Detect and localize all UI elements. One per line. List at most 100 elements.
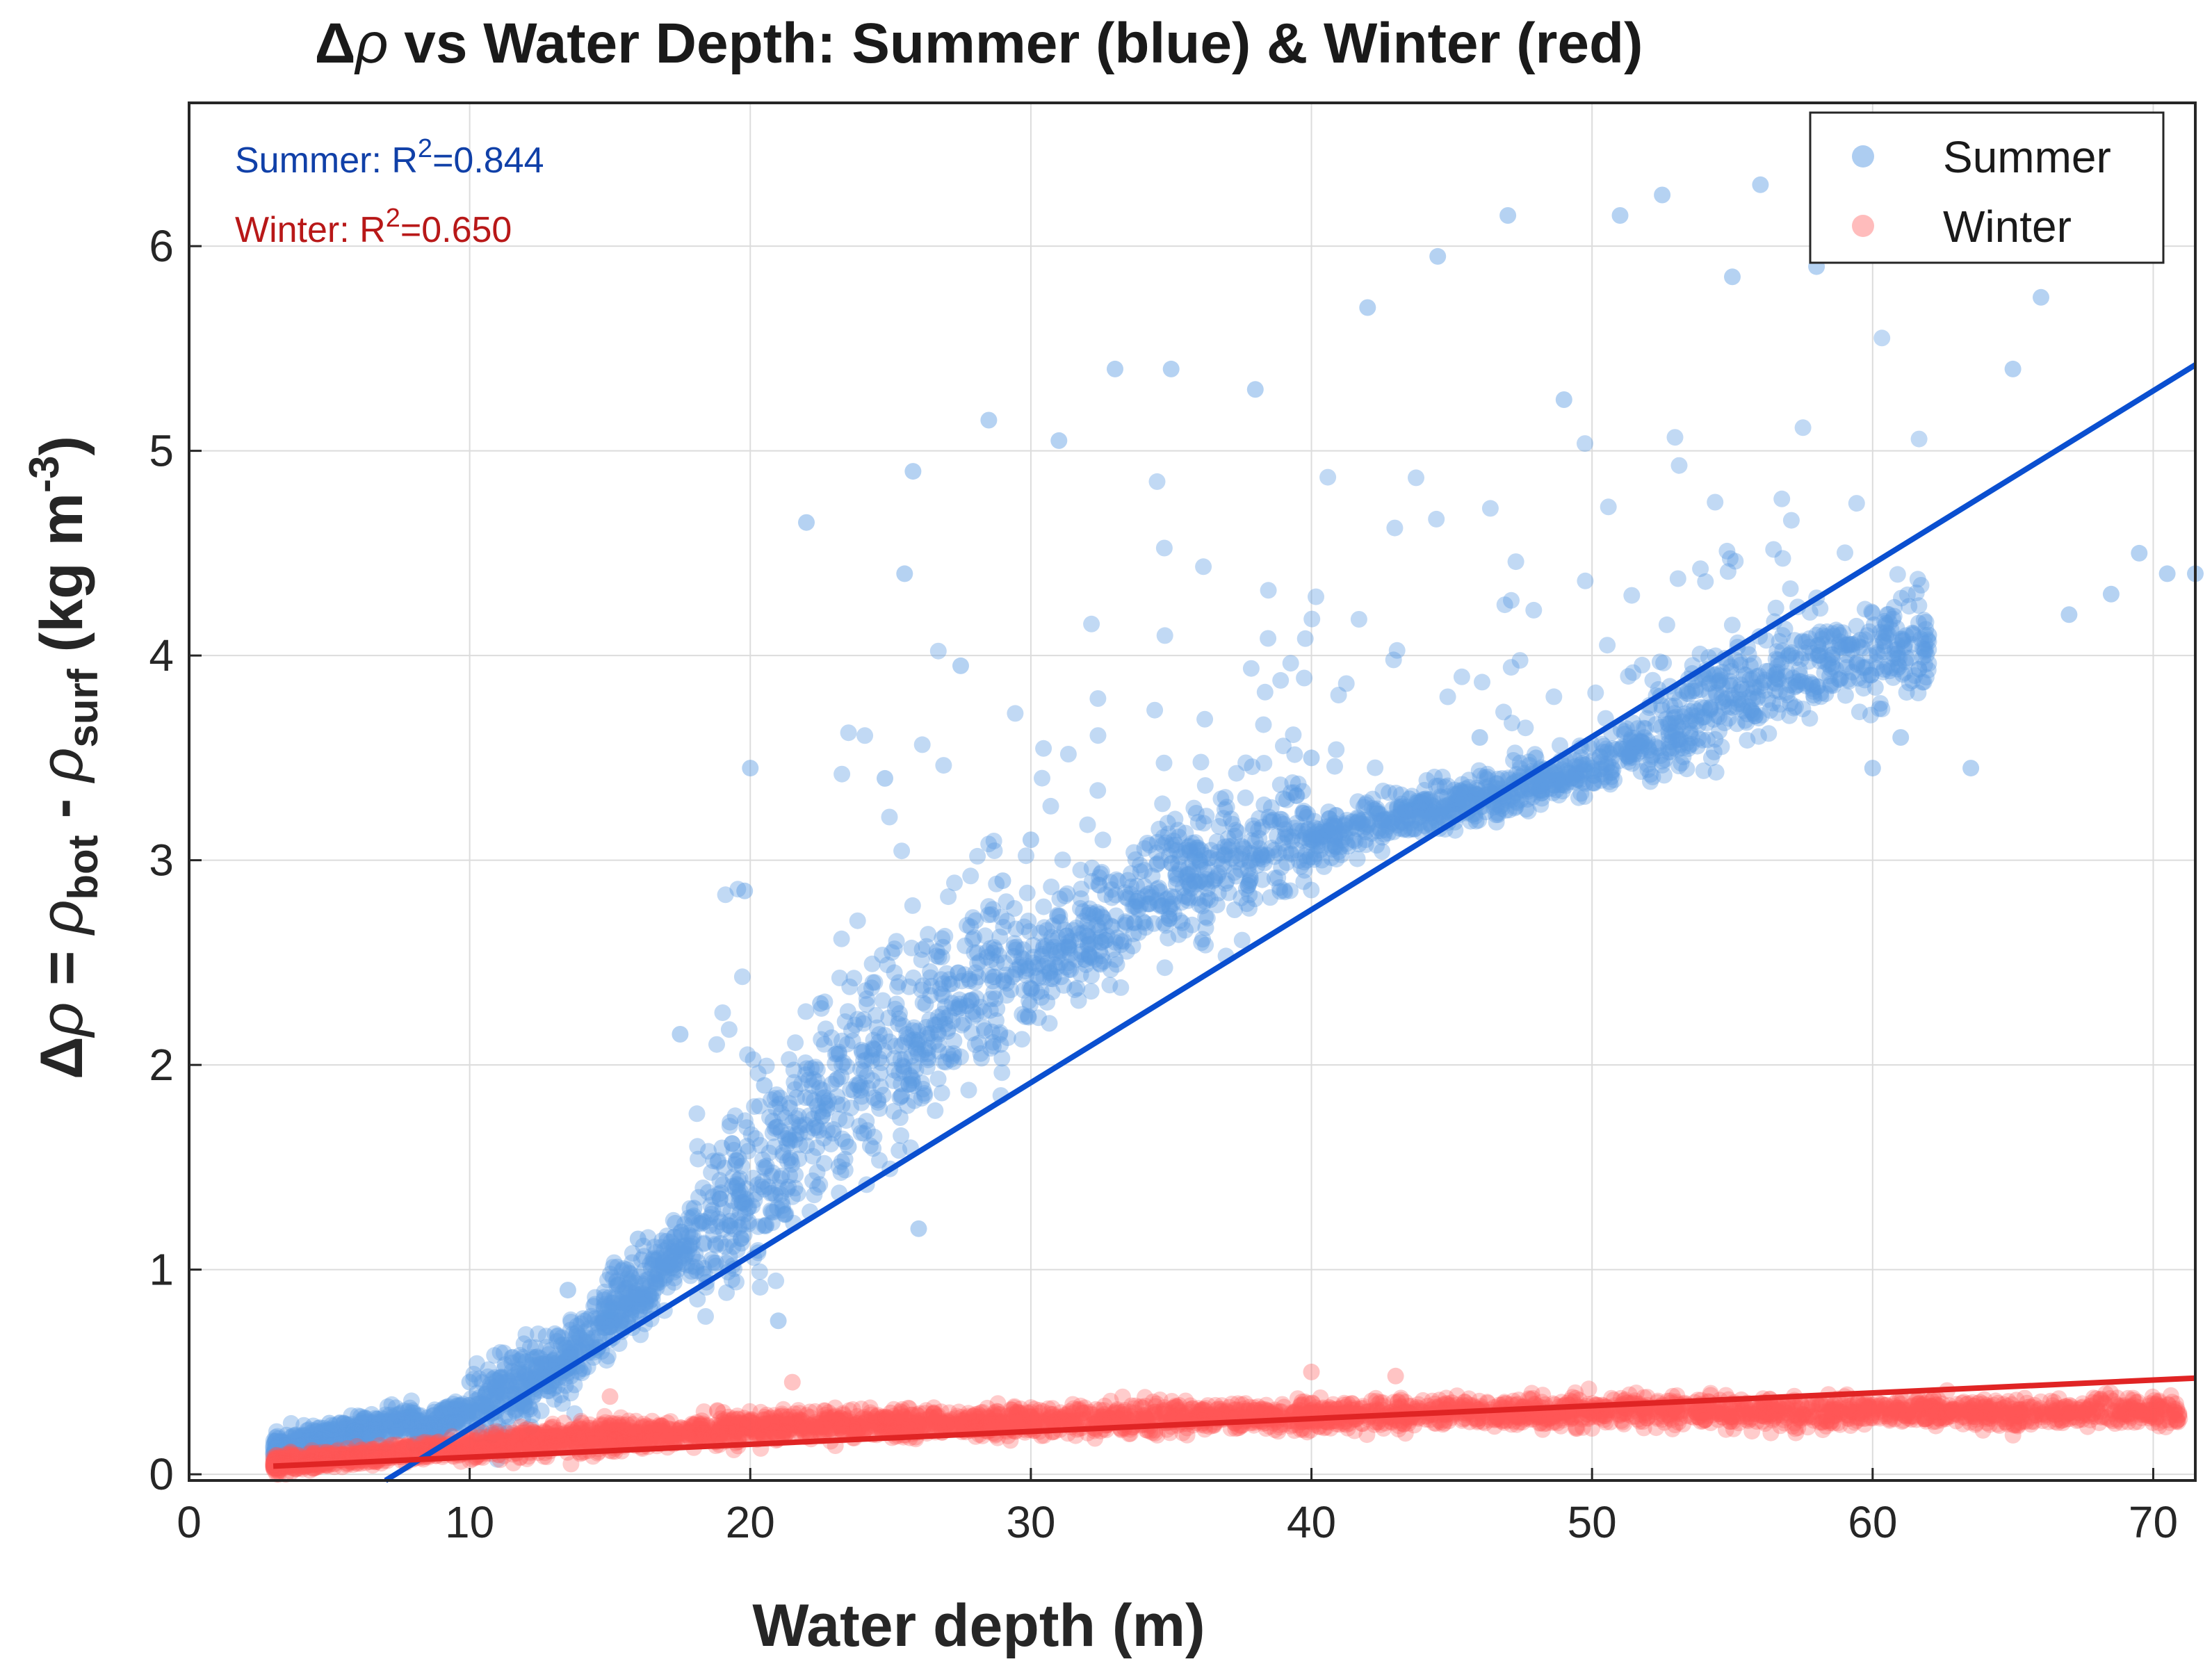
summer-point (268, 1444, 286, 1462)
summer-point (2004, 360, 2022, 377)
summer-point (1748, 690, 1766, 708)
summer-point (1196, 777, 1214, 794)
summer-point (1083, 615, 1100, 633)
summer-point (815, 1036, 833, 1053)
summer-point (758, 1057, 775, 1075)
summer-point (588, 1326, 605, 1344)
summer-point (1909, 571, 1926, 588)
summer-point (2060, 606, 2078, 623)
summer-point (599, 1348, 617, 1365)
summer-point (851, 1075, 868, 1092)
summer-point (1711, 671, 1729, 688)
summer-point (1073, 943, 1090, 961)
summer-point (1018, 967, 1035, 984)
summer-point (1107, 886, 1124, 904)
summer-point (482, 1379, 499, 1396)
summer-point (800, 1107, 818, 1125)
summer-point (380, 1413, 398, 1430)
summer-point (1844, 636, 1861, 653)
summer-point (298, 1430, 316, 1446)
summer-point (441, 1406, 458, 1423)
summer-point (1399, 808, 1416, 826)
summer-point (952, 657, 969, 674)
summer-point (366, 1424, 383, 1442)
summer-point (1793, 634, 1810, 651)
summer-point (1767, 599, 1784, 617)
summer-point (357, 1418, 374, 1435)
summer-point (756, 1077, 773, 1094)
summer-point (1155, 829, 1172, 846)
grid (189, 103, 2195, 1480)
summer-point (1228, 854, 1246, 871)
summer-point (1107, 934, 1124, 951)
summer-point (397, 1413, 414, 1430)
summer-point (298, 1443, 315, 1460)
summer-point (929, 1070, 947, 1088)
summer-point (895, 1059, 913, 1075)
summer-point (1050, 432, 1068, 449)
summer-point (434, 1405, 452, 1423)
summer-point (1266, 870, 1283, 887)
summer-point (1493, 770, 1511, 787)
summer-point (1517, 719, 1534, 737)
summer-point (1242, 844, 1259, 862)
summer-point (285, 1440, 302, 1458)
summer-point (448, 1412, 465, 1430)
summer-point (1554, 783, 1571, 800)
summer-point (703, 1251, 720, 1268)
summer-point (1653, 719, 1670, 735)
summer-point (1068, 979, 1086, 997)
summer-point (315, 1435, 332, 1453)
summer-point (935, 757, 952, 774)
summer-point (666, 1252, 683, 1269)
summer-point (754, 1173, 772, 1190)
summer-point (1193, 934, 1210, 952)
summer-point (1232, 861, 1249, 878)
summer-point (1665, 710, 1682, 727)
summer-point (904, 897, 921, 914)
summer-point (1579, 756, 1596, 773)
summer-point (1094, 831, 1112, 849)
summer-point (1777, 668, 1794, 685)
summer-point (1080, 946, 1098, 963)
summer-point (922, 969, 939, 986)
summer-point (1692, 560, 1709, 578)
summer-point (1702, 749, 1720, 767)
summer-point (855, 1062, 872, 1079)
summer-point (1479, 765, 1496, 783)
summer-point (683, 1229, 701, 1246)
summer-point (1874, 663, 1892, 680)
summer-point (371, 1414, 388, 1431)
summer-point (1135, 877, 1153, 895)
summer-point (1109, 872, 1127, 890)
summer-point (961, 972, 978, 990)
summer-point (726, 1107, 744, 1125)
summer-point (733, 1194, 751, 1211)
summer-point (403, 1404, 421, 1421)
summer-point (1336, 817, 1353, 835)
summer-point (1789, 676, 1807, 694)
summer-point (940, 888, 957, 906)
summer-point (672, 1026, 689, 1043)
summer-point (1499, 207, 1517, 224)
summer-point (1412, 794, 1429, 810)
summer-point (711, 1191, 729, 1207)
summer-point (1155, 539, 1173, 557)
summer-point (736, 882, 754, 899)
summer-point (697, 1308, 714, 1325)
summer-point (1401, 790, 1418, 808)
summer-point (1266, 841, 1283, 858)
summer-point (1686, 700, 1703, 717)
summer-point (951, 991, 968, 1009)
summer-point (1718, 542, 1736, 560)
summer-point (1597, 755, 1614, 772)
summer-point (1428, 510, 1445, 528)
summer-point (757, 1160, 774, 1177)
summer-point (1186, 847, 1203, 864)
summer-point (1170, 926, 1187, 943)
summer-point (1081, 900, 1098, 917)
summer-point (1374, 783, 1392, 799)
summer-point (1862, 706, 1879, 724)
summer-point (312, 1439, 330, 1455)
summer-point (904, 463, 922, 480)
